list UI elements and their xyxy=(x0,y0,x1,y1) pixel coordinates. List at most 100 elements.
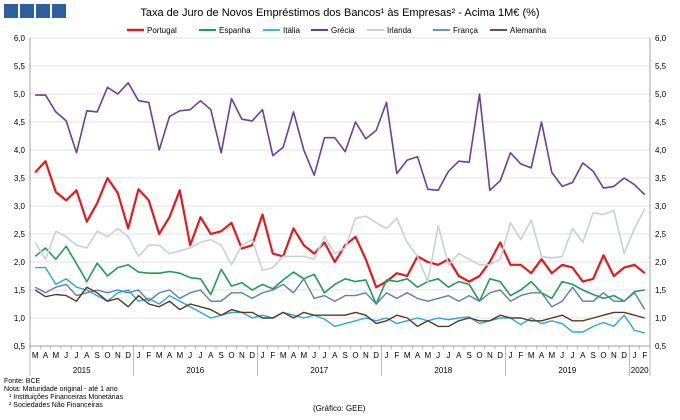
y-tick-left: 6,0 xyxy=(14,34,26,43)
month-label: J xyxy=(633,351,637,360)
y-tick-left: 1,0 xyxy=(14,314,26,323)
chart-credit: (Gráfico: GEE) xyxy=(313,404,366,413)
month-label: D xyxy=(497,351,503,360)
month-label: M xyxy=(300,351,307,360)
series-line-grécia xyxy=(35,82,646,196)
y-tick-left: 5,5 xyxy=(14,62,26,71)
chart-notes: Fonte: BCE Nota: Maturidade original - a… xyxy=(4,378,123,410)
month-label: N xyxy=(611,351,617,360)
y-tick-right: 4,0 xyxy=(655,146,667,155)
month-label: M xyxy=(404,351,411,360)
legend-label: Itália xyxy=(283,26,300,35)
month-label: F xyxy=(394,351,399,360)
month-label: N xyxy=(363,351,369,360)
month-label: S xyxy=(218,351,223,360)
month-label: M xyxy=(548,351,555,360)
series-line-frança xyxy=(34,278,646,310)
year-label: 2015 xyxy=(73,366,91,375)
month-label: J xyxy=(137,351,141,360)
maturity-note: Nota: Maturidade original - até 1 ano xyxy=(4,386,118,393)
month-label: F xyxy=(270,351,275,360)
series-line-irlanda xyxy=(34,208,646,283)
month-label: J xyxy=(447,351,451,360)
legend-label: Alemanha xyxy=(510,26,547,35)
y-tick-right: 5,0 xyxy=(655,90,667,99)
month-label: A xyxy=(43,351,49,360)
month-label: F xyxy=(518,351,523,360)
month-label: S xyxy=(342,351,347,360)
month-label: M xyxy=(32,351,39,360)
month-label: A xyxy=(84,351,90,360)
month-label: M xyxy=(176,351,183,360)
y-tick-right: 1,0 xyxy=(655,314,667,323)
month-label: J xyxy=(436,351,440,360)
y-tick-right: 3,5 xyxy=(655,174,667,183)
month-label: N xyxy=(239,351,245,360)
legend-label: Portugal xyxy=(147,26,177,35)
month-label: A xyxy=(456,351,462,360)
month-label: D xyxy=(249,351,255,360)
legend-label: Irlanda xyxy=(387,26,412,35)
month-label: J xyxy=(509,351,513,360)
y-tick-right: 2,0 xyxy=(655,258,667,267)
month-label: A xyxy=(291,351,297,360)
y-tick-right: 4,5 xyxy=(655,118,667,127)
y-tick-right: 6,0 xyxy=(655,34,667,43)
y-tick-left: 2,0 xyxy=(14,258,26,267)
month-label: D xyxy=(125,351,131,360)
month-label: J xyxy=(323,351,327,360)
y-tick-right: 0,5 xyxy=(655,342,667,351)
month-label: D xyxy=(621,351,627,360)
chart-title: Taxa de Juro de Novos Empréstimos dos Ba… xyxy=(140,7,539,19)
series-line-espanha xyxy=(34,245,645,305)
footnote-1: ¹ Instituições Financeiras Monetárias xyxy=(9,394,123,401)
month-label: J xyxy=(75,351,79,360)
logo-square-3 xyxy=(36,4,50,18)
y-tick-left: 5,0 xyxy=(14,90,26,99)
month-label: A xyxy=(580,351,586,360)
month-label: M xyxy=(424,351,431,360)
year-label: 2016 xyxy=(186,366,204,375)
y-tick-right: 5,5 xyxy=(655,62,667,71)
logo-square-1 xyxy=(4,4,18,18)
y-tick-left: 1,5 xyxy=(14,286,26,295)
month-label: J xyxy=(199,351,203,360)
month-label: N xyxy=(487,351,493,360)
y-tick-right: 1,5 xyxy=(655,286,667,295)
year-label: 2017 xyxy=(310,366,328,375)
month-label: M xyxy=(52,351,59,360)
logo-square-4 xyxy=(52,4,66,18)
month-label: S xyxy=(94,351,99,360)
legend-label: França xyxy=(453,26,478,35)
legend-label: Grécia xyxy=(331,26,355,35)
series-line-alemanha xyxy=(34,286,645,328)
y-tick-right: 2,5 xyxy=(655,230,667,239)
month-label: J xyxy=(188,351,192,360)
logo-square-2 xyxy=(20,4,34,18)
month-label: J xyxy=(560,351,564,360)
month-label: O xyxy=(228,351,234,360)
month-label: A xyxy=(539,351,545,360)
y-tick-left: 4,5 xyxy=(14,118,26,127)
year-label: 2019 xyxy=(558,366,576,375)
series-line-itália xyxy=(35,266,645,334)
month-label: S xyxy=(590,351,595,360)
year-label: 2018 xyxy=(434,366,452,375)
month-label: M xyxy=(280,351,287,360)
month-label: F xyxy=(146,351,151,360)
month-label: M xyxy=(528,351,535,360)
month-label: D xyxy=(373,351,379,360)
month-label: O xyxy=(104,351,110,360)
y-tick-left: 3,5 xyxy=(14,174,26,183)
month-label: A xyxy=(415,351,421,360)
month-label: O xyxy=(352,351,358,360)
y-tick-left: 4,0 xyxy=(14,146,26,155)
month-label: J xyxy=(261,351,265,360)
year-label: 2020 xyxy=(631,366,649,375)
month-label: N xyxy=(115,351,121,360)
month-label: M xyxy=(156,351,163,360)
month-label: O xyxy=(600,351,606,360)
month-label: A xyxy=(208,351,214,360)
source-note: Fonte: BCE xyxy=(4,378,41,385)
